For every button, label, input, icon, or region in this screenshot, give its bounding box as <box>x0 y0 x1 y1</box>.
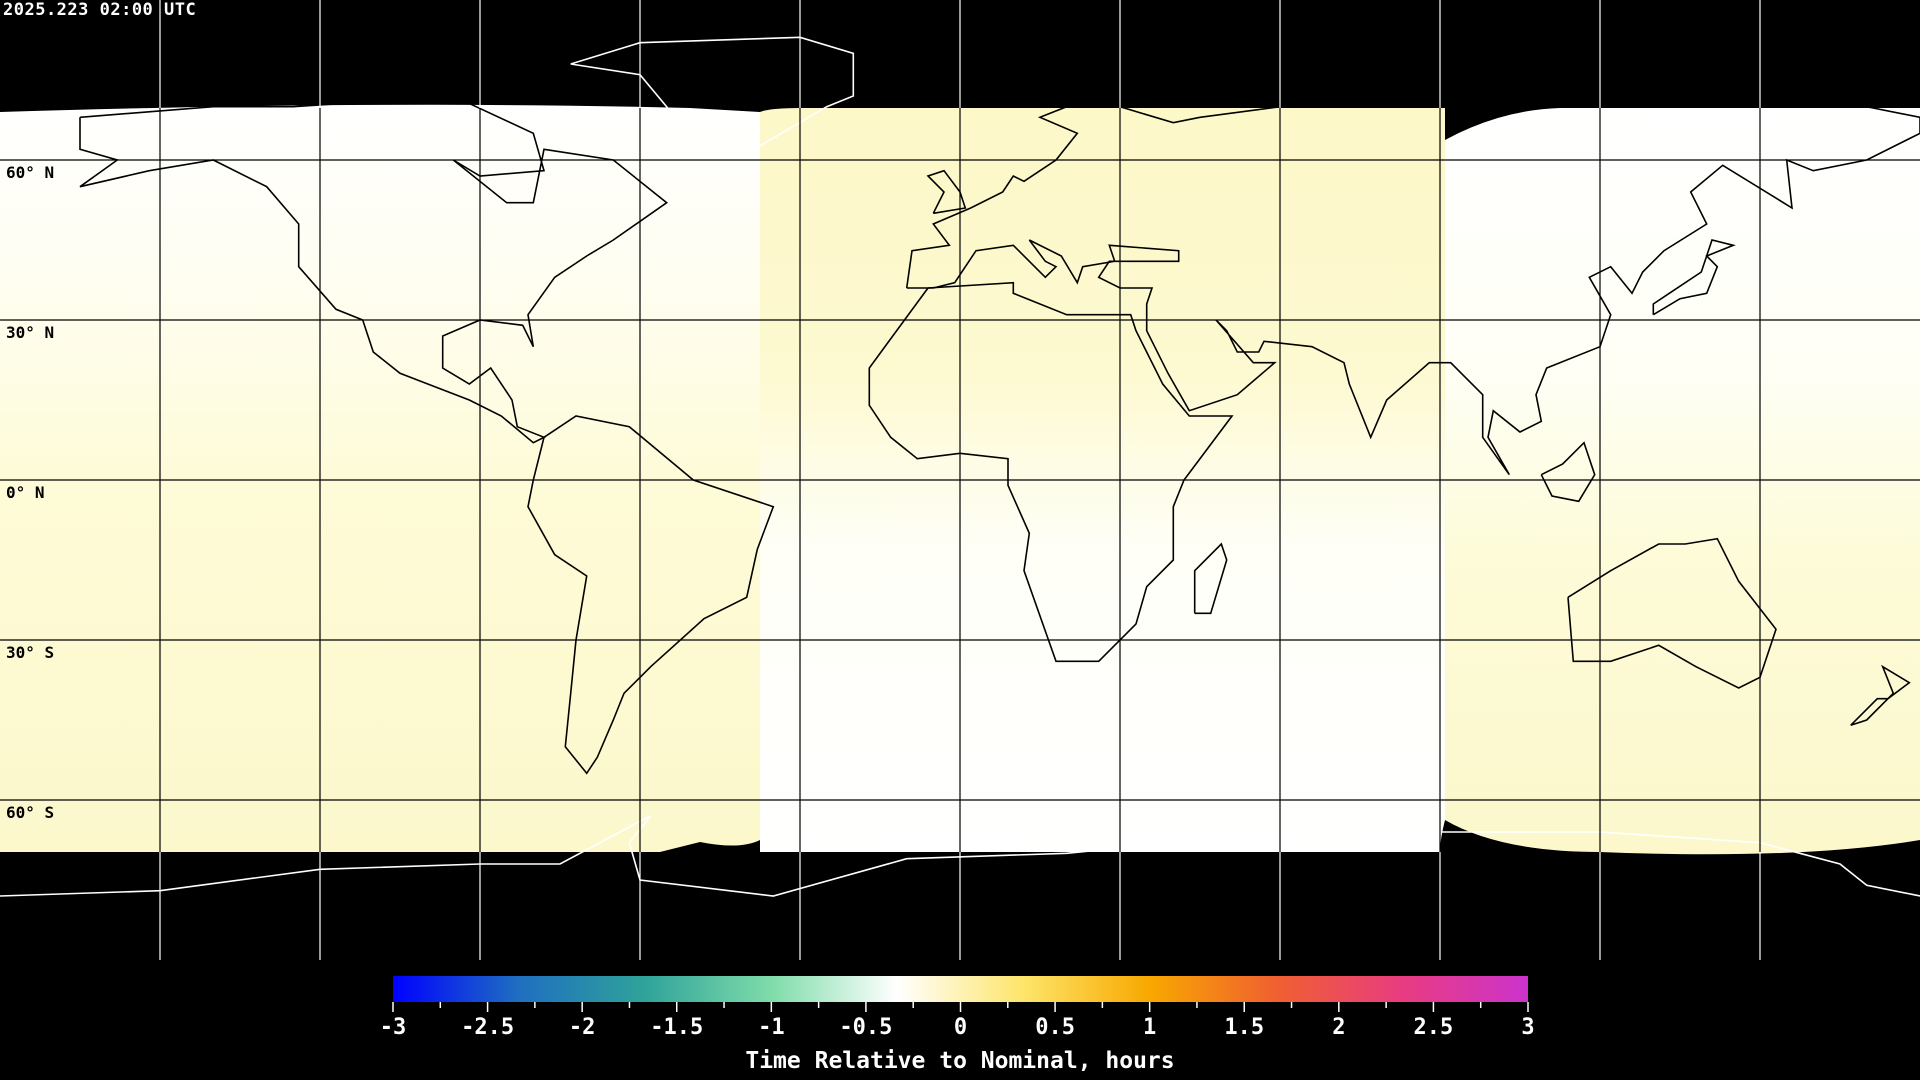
coverage-region-east <box>1445 108 1920 855</box>
coastline-antarctica <box>0 815 1920 897</box>
colorbar-tick-label: 1.5 <box>1224 1015 1265 1040</box>
world-map <box>0 0 1920 960</box>
colorbar-tick-label: 2 <box>1332 1015 1346 1040</box>
lat-label-30s: 30° S <box>6 643 55 662</box>
coastline-eurasia <box>905 68 1920 476</box>
coverage-region-west <box>0 104 760 853</box>
colorbar-tick-label: 0 <box>953 1015 968 1040</box>
coastline-japan <box>1652 239 1736 316</box>
colorbar-tick-label: -0.5 <box>839 1015 893 1040</box>
colorbar-tick-label: 2.5 <box>1413 1015 1454 1040</box>
lat-label-0n: 0° N <box>6 483 45 502</box>
coastline-uk <box>926 169 967 215</box>
lat-label-60n: 60° N <box>6 163 55 182</box>
colorbar-tick-label: 3 <box>1521 1015 1535 1040</box>
coastline-madagascar <box>1193 542 1228 615</box>
colorbar-tick-label: -2.5 <box>461 1015 515 1040</box>
coastline-south-america <box>527 415 775 775</box>
coastline-australia <box>1567 537 1777 689</box>
colorbar-tick-label: -1 <box>758 1015 785 1040</box>
colorbar <box>393 976 1528 1002</box>
coastline-borneo <box>1540 441 1596 503</box>
coastlines <box>0 36 1920 897</box>
coastline-africa <box>868 281 1234 663</box>
colorbar-tick-label: -2 <box>568 1015 596 1040</box>
lat-label-60s: 60° S <box>6 803 55 822</box>
colorbar-tick-label: -1.5 <box>650 1015 704 1040</box>
graticule <box>159 0 1761 960</box>
colorbar-tick-label: -3 <box>379 1015 407 1040</box>
lat-label-30n: 30° N <box>6 323 55 342</box>
coastline-new-zealand <box>1850 664 1911 727</box>
colorbar-tick-label: 0.5 <box>1035 1015 1075 1040</box>
colorbar-title: Time Relative to Nominal, hours <box>745 1048 1175 1074</box>
timestamp-label: 2025.223 02:00 UTC <box>3 0 197 20</box>
coastline-greenland <box>570 36 855 161</box>
colorbar-tick-label: 1 <box>1143 1015 1157 1040</box>
